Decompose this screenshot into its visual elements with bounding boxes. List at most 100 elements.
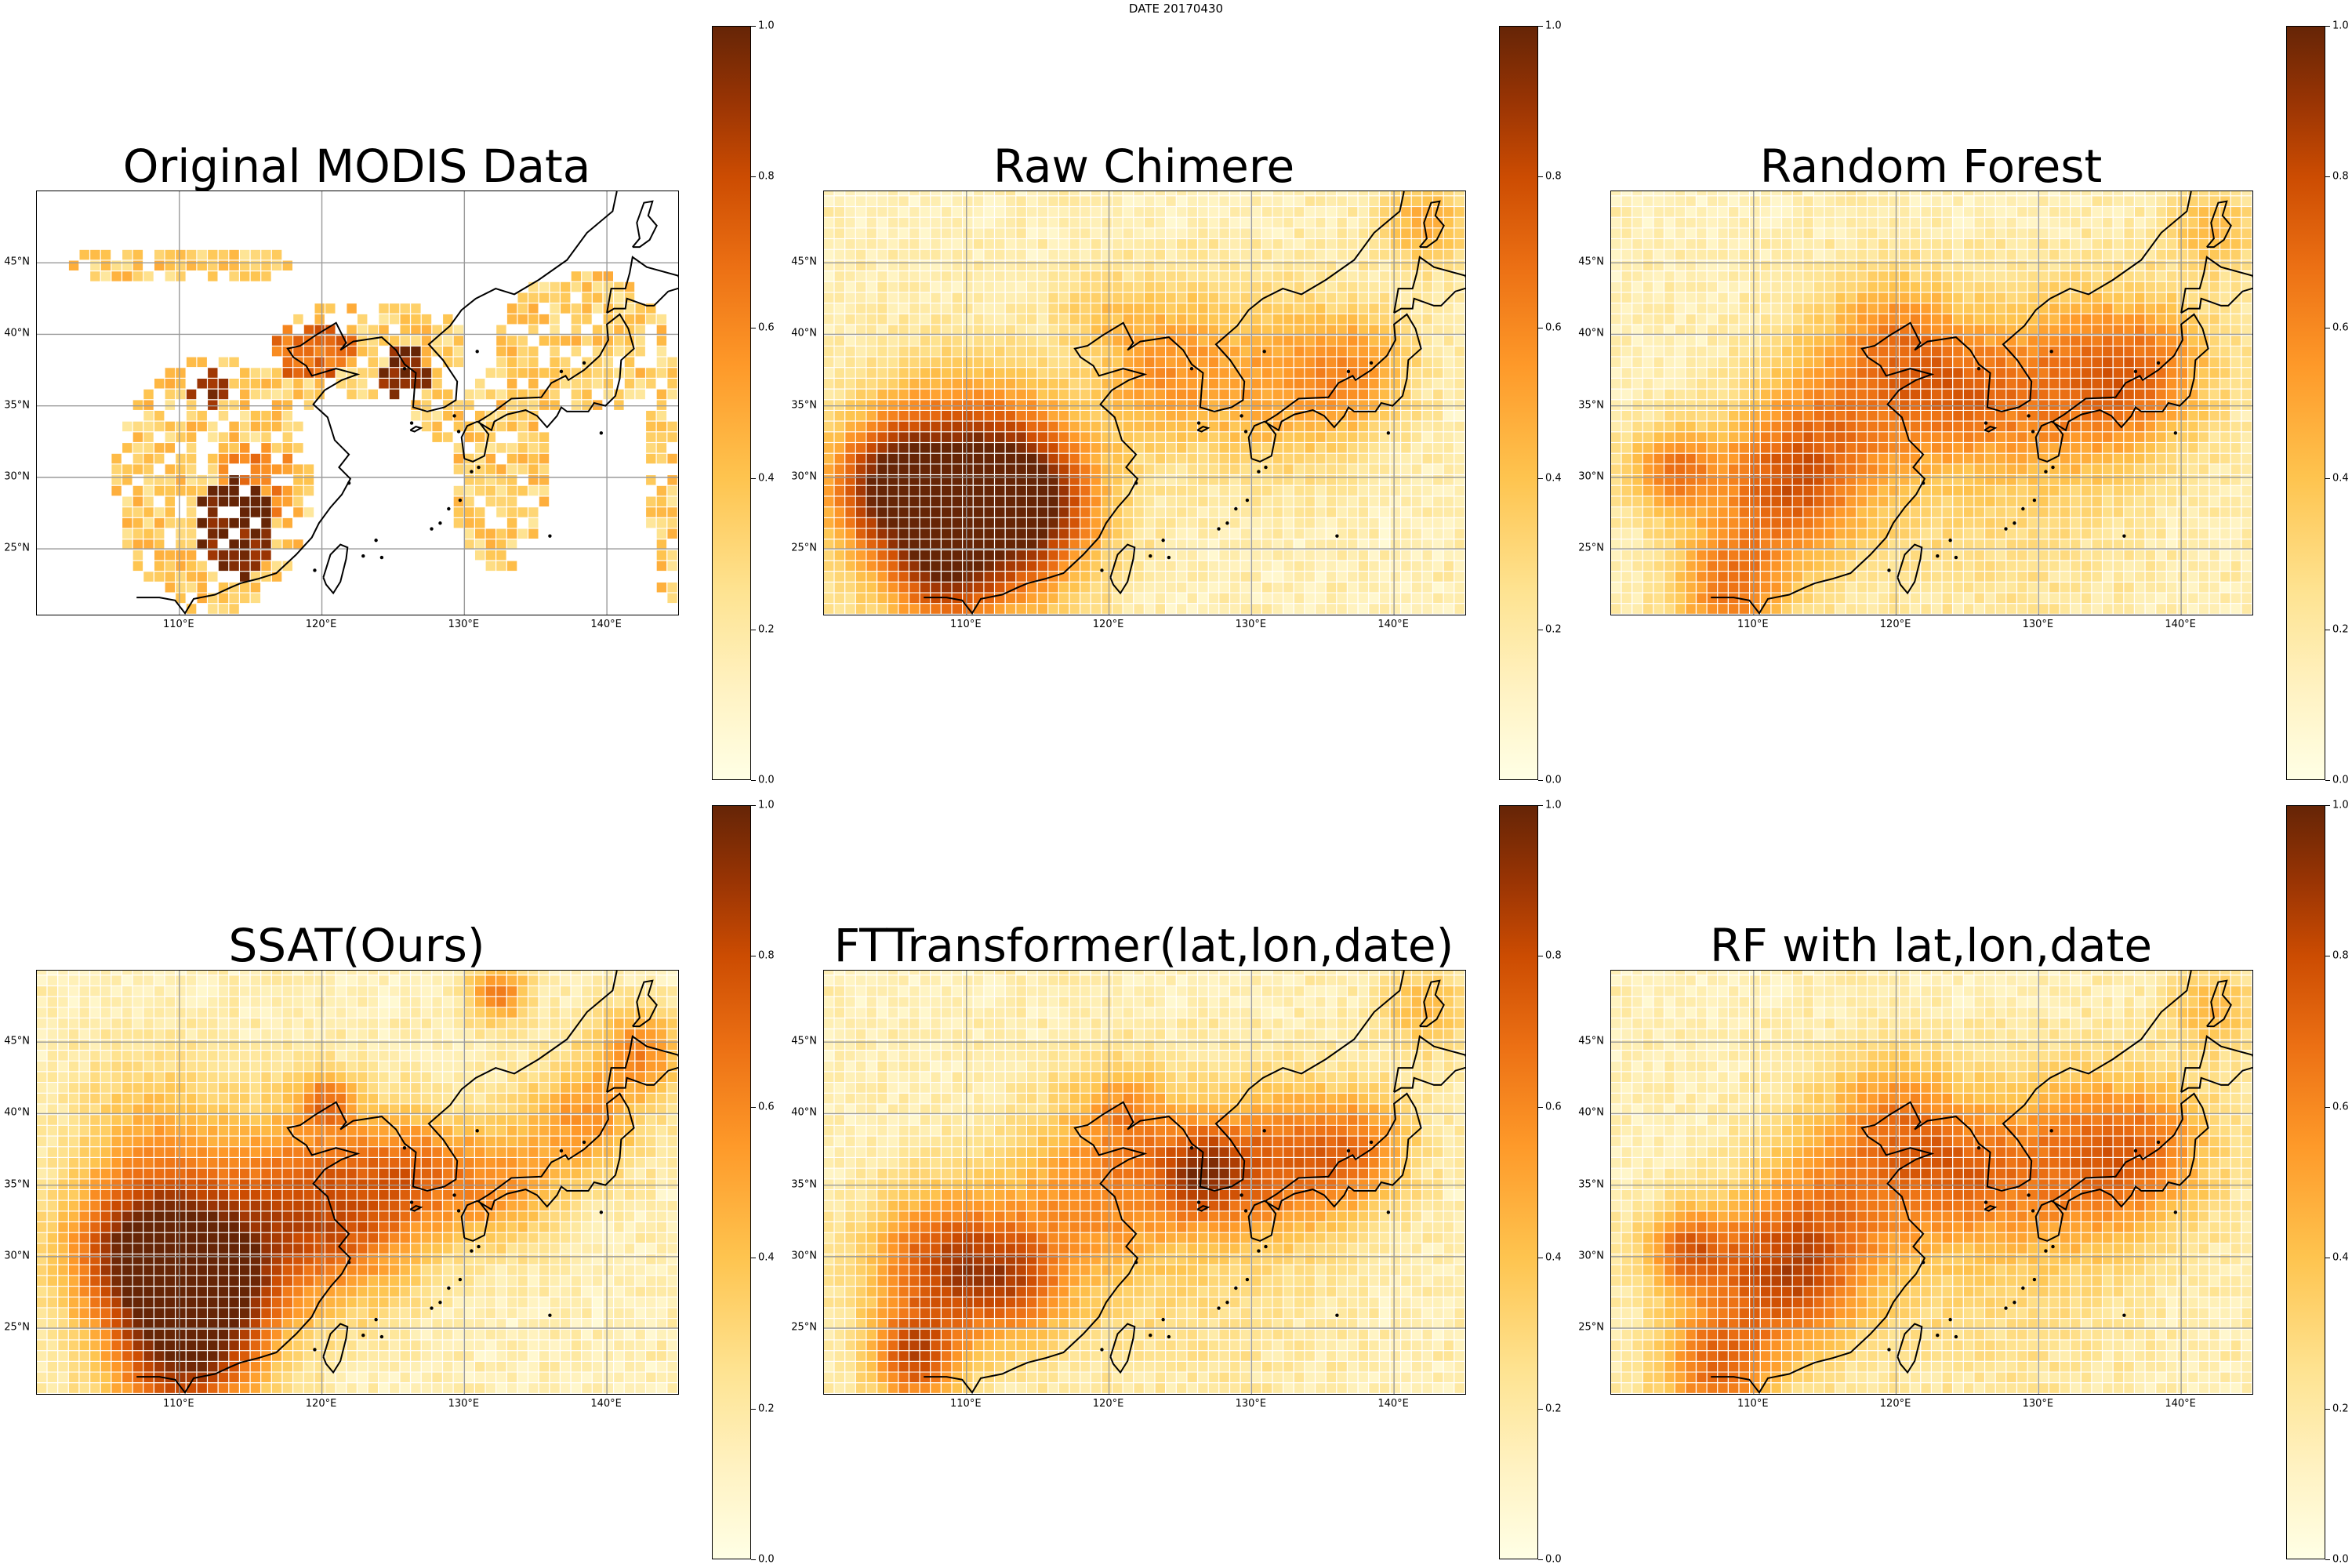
- islet: [1149, 1334, 1152, 1338]
- colorbar-tick-mark: [1538, 26, 1543, 27]
- coastline: [924, 191, 1405, 615]
- coastline: [2180, 1035, 2252, 1093]
- islet: [379, 1334, 384, 1339]
- coastline: [460, 313, 635, 463]
- heatmap-cells: [37, 971, 677, 1393]
- colorbar-tick-label: 0.4: [1545, 472, 1562, 485]
- islet: [1264, 1244, 1268, 1249]
- lon-tick-label: 110°E: [163, 619, 194, 630]
- colorbar-tick-label: 1.0: [2332, 799, 2349, 811]
- coastline: [1984, 1205, 1998, 1212]
- colorbar-tick-label: 0.0: [2332, 774, 2349, 786]
- islet: [1189, 1146, 1194, 1150]
- islet: [2049, 1129, 2053, 1133]
- islet: [2173, 1210, 2178, 1214]
- colorbar-tick-label: 0.2: [758, 1403, 775, 1415]
- islet: [548, 1313, 552, 1317]
- islet: [582, 361, 586, 365]
- islet: [456, 1209, 461, 1213]
- islet: [402, 367, 407, 371]
- islet: [475, 350, 479, 354]
- islet: [1346, 1149, 1351, 1153]
- lat-tick-label: 25°N: [1578, 542, 1604, 554]
- colorbar-tick-label: 1.0: [1545, 799, 1562, 811]
- colorbar-tick-label: 0.2: [758, 623, 775, 636]
- colorbar-tick-label: 0.8: [2332, 949, 2349, 962]
- islet: [2122, 1313, 2126, 1317]
- islet: [1386, 1210, 1391, 1214]
- coastline: [409, 426, 423, 433]
- heatmap-svg: [824, 971, 1465, 1394]
- islet: [1936, 554, 1940, 558]
- colorbar-tick-mark: [2325, 805, 2330, 806]
- lon-tick-label: 140°E: [2165, 1398, 2196, 1410]
- islet: [1887, 1348, 1891, 1352]
- coastline: [322, 543, 349, 595]
- lon-tick-label: 110°E: [1737, 619, 1769, 630]
- coastline: [606, 256, 678, 314]
- colorbar: [2286, 805, 2325, 1559]
- islet: [470, 470, 474, 474]
- coastline: [1247, 1092, 1422, 1242]
- islet: [402, 1146, 407, 1150]
- lat-tick-label: 30°N: [4, 1250, 30, 1262]
- lon-tick-label: 120°E: [1092, 619, 1124, 630]
- coastline: [1247, 313, 1422, 463]
- coastline: [1711, 191, 2192, 615]
- lat-tick-label: 45°N: [791, 256, 817, 268]
- lat-tick-label: 35°N: [1578, 1178, 1604, 1191]
- coastline: [1896, 1323, 1923, 1374]
- lon-tick-label: 120°E: [1092, 1398, 1124, 1410]
- panel-title: FTTransformer(lat,lon,date): [833, 919, 1454, 972]
- lon-tick-label: 120°E: [1879, 619, 1911, 630]
- islet: [582, 1140, 586, 1145]
- islet: [313, 1348, 317, 1352]
- islet: [2032, 1277, 2037, 1282]
- colorbar-tick-label: 1.0: [2332, 20, 2349, 32]
- colorbar-tick-mark: [1538, 1106, 1543, 1108]
- coastline: [409, 1205, 423, 1212]
- colorbar-tick-label: 0.8: [1545, 949, 1562, 962]
- heatmap-svg: [1611, 191, 2252, 615]
- coastline: [2206, 979, 2232, 1028]
- lat-tick-label: 25°N: [4, 1321, 30, 1334]
- islet: [1954, 555, 1958, 560]
- lat-tick-label: 30°N: [1578, 1250, 1604, 1262]
- islet: [1921, 1260, 1926, 1265]
- islet: [1984, 421, 1988, 425]
- islet: [2133, 369, 2138, 374]
- colorbar-tick-mark: [1538, 176, 1543, 178]
- islet: [1217, 1306, 1221, 1310]
- islet: [1196, 421, 1201, 425]
- islet: [1936, 1334, 1940, 1338]
- islet: [1217, 527, 1221, 531]
- heatmap-cells: [824, 971, 1465, 1393]
- islet: [1245, 498, 1250, 503]
- colorbar: [1499, 805, 1538, 1559]
- lon-tick-label: 110°E: [950, 619, 982, 630]
- colorbar-tick-mark: [2325, 1408, 2330, 1410]
- islet: [1948, 1317, 1952, 1322]
- coastline: [1419, 979, 1445, 1028]
- islet: [1234, 1286, 1238, 1290]
- colorbar-tick-mark: [2325, 26, 2330, 27]
- lat-tick-label: 45°N: [1578, 256, 1604, 268]
- lat-tick-label: 40°N: [1578, 1106, 1604, 1119]
- lon-tick-label: 140°E: [2165, 619, 2196, 630]
- coastline: [1984, 426, 1998, 433]
- colorbar-tick-label: 0.4: [758, 1251, 775, 1264]
- colorbar-tick-label: 0.4: [1545, 1251, 1562, 1264]
- islet: [1335, 1313, 1339, 1317]
- islet: [2173, 431, 2178, 435]
- islet: [2051, 465, 2055, 470]
- lon-tick-label: 130°E: [448, 619, 480, 630]
- lat-tick-label: 35°N: [4, 1178, 30, 1191]
- colorbar: [712, 26, 751, 780]
- lat-tick-label: 25°N: [791, 542, 817, 554]
- islet: [470, 1249, 474, 1253]
- islet: [2021, 506, 2025, 511]
- lat-tick-label: 45°N: [4, 256, 30, 268]
- islet: [1134, 1260, 1138, 1265]
- lon-tick-label: 110°E: [1737, 1398, 1769, 1410]
- heatmap-cells: [1611, 191, 2252, 614]
